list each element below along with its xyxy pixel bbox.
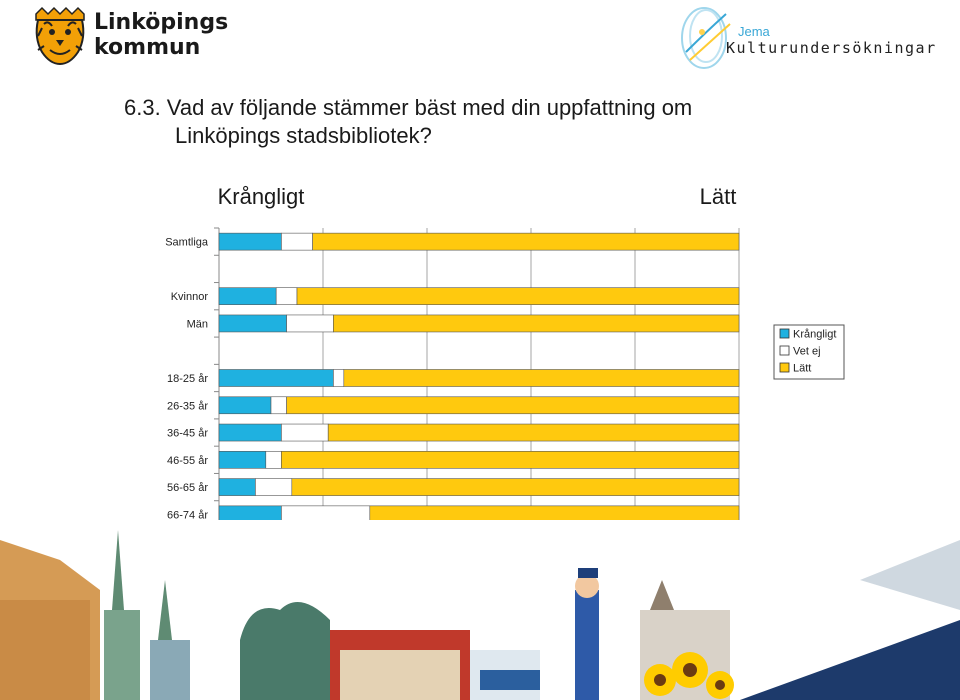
scale-label-left: Krångligt [218, 184, 305, 209]
city-collage-illustration [0, 520, 960, 700]
question-line-2: Linköpings stadsbibliotek? [175, 123, 432, 148]
category-label: 26-35 år [167, 400, 208, 412]
bar-segment [270, 396, 287, 415]
partner-name: Jema [738, 24, 770, 39]
brand-line-2: kommun [94, 35, 201, 60]
category-label: 46-55 år [167, 455, 208, 467]
legend-swatch [779, 328, 790, 339]
legend-label: Krångligt [793, 329, 836, 341]
lion-crest-icon [35, 6, 85, 66]
bar-segment [281, 451, 740, 469]
bar-segment [281, 232, 313, 251]
legend: Krångligt Vet ej Lätt [773, 324, 845, 380]
category-label: Samtliga [165, 237, 209, 249]
category-label: Kvinnor [171, 291, 209, 303]
legend-label: Lätt [793, 363, 811, 375]
linkoping-logo: Linköpings kommun [30, 6, 228, 68]
bar-segment [291, 478, 740, 496]
category-label: 36-45 år [167, 428, 208, 440]
legend-label: Vet ej [793, 346, 821, 358]
bar-segment [281, 423, 329, 442]
bar-segment [255, 478, 293, 496]
bar-segment [218, 314, 287, 333]
bar-segment [296, 287, 740, 305]
bar-segment [218, 451, 267, 469]
bar-segment [286, 396, 740, 415]
bar-segment [218, 232, 282, 251]
bar-segment [327, 423, 740, 442]
bar-segment [218, 396, 272, 415]
category-label: 56-65 år [167, 482, 208, 494]
bar-segment [312, 232, 740, 251]
legend-swatch [779, 345, 790, 356]
jema-logo: Jema Kulturundersökningar [676, 2, 956, 72]
bar-segment [333, 369, 345, 387]
question-line-1: 6.3. Vad av följande stämmer bäst med di… [124, 95, 693, 120]
category-label: Män [187, 318, 208, 330]
bar-segment [218, 423, 282, 442]
legend-swatch [779, 362, 790, 373]
category-labels: Samtliga Kvinnor Män 18-25 år 26-35 år 36-45 … [165, 237, 209, 522]
question-title: 6.3. Vad av följande stämmer bäst med di… [124, 94, 692, 150]
bar-segment [265, 451, 282, 469]
bar-segment [343, 369, 740, 387]
bar-segment [275, 287, 298, 305]
swirl-logo-icon [681, 7, 731, 69]
scale-label-right: Lätt [700, 184, 737, 209]
bars [218, 232, 740, 524]
partner-tagline: Kulturundersökningar [726, 39, 937, 57]
bar-segment [218, 287, 277, 305]
brand-line-1: Linköpings [94, 10, 229, 35]
category-label: 66-74 år [167, 509, 208, 521]
bar-segment [218, 369, 334, 387]
bar-segment [286, 314, 334, 333]
category-label: 18-25 år [167, 373, 208, 385]
brand-name: Linköpings kommun [94, 10, 228, 60]
bar-segment [218, 478, 256, 496]
bar-segment [333, 314, 740, 333]
